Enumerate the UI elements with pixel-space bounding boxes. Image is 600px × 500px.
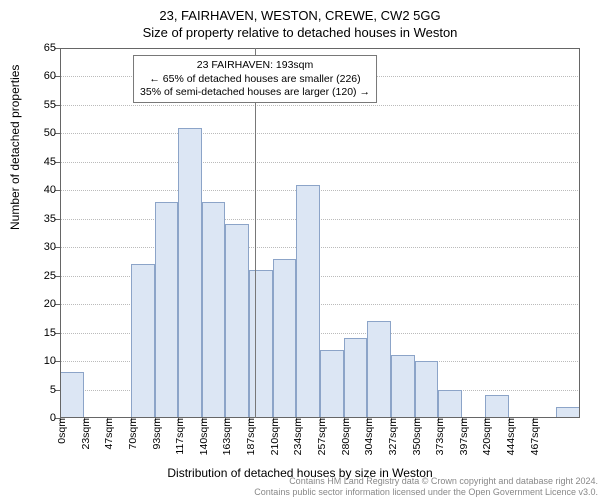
xtick-label: 420sqm bbox=[477, 418, 493, 455]
chart-container: 23, FAIRHAVEN, WESTON, CREWE, CW2 5GG Si… bbox=[0, 0, 600, 500]
chart-title-address: 23, FAIRHAVEN, WESTON, CREWE, CW2 5GG bbox=[0, 0, 600, 23]
xtick-label: 373sqm bbox=[430, 418, 446, 455]
xtick-label: 280sqm bbox=[336, 418, 352, 455]
ytick-label: 10 bbox=[26, 355, 60, 367]
ytick-label: 30 bbox=[26, 241, 60, 253]
xtick-label: 327sqm bbox=[383, 418, 399, 455]
callout-line-3: 35% of semi-detached houses are larger (… bbox=[140, 86, 370, 99]
xtick-label: 70sqm bbox=[123, 418, 139, 450]
xtick-label: 304sqm bbox=[359, 418, 375, 455]
marker-line bbox=[255, 48, 256, 418]
plot-area: 05101520253035404550556065 0sqm23sqm47sq… bbox=[60, 48, 580, 418]
xtick-label: 444sqm bbox=[501, 418, 517, 455]
ytick-label: 60 bbox=[26, 70, 60, 82]
ytick-label: 45 bbox=[26, 156, 60, 168]
chart-title-subtitle: Size of property relative to detached ho… bbox=[0, 23, 600, 40]
yaxis-title: Number of detached properties bbox=[8, 65, 22, 230]
ytick-label: 50 bbox=[26, 127, 60, 139]
marker-callout: 23 FAIRHAVEN: 193sqm ← 65% of detached h… bbox=[133, 55, 377, 102]
xtick-label: 350sqm bbox=[407, 418, 423, 455]
xtick-label: 47sqm bbox=[99, 418, 115, 450]
xtick-label: 117sqm bbox=[170, 418, 186, 455]
xtick-label: 23sqm bbox=[76, 418, 92, 450]
xtick-label: 397sqm bbox=[454, 418, 470, 455]
xtick-label: 467sqm bbox=[525, 418, 541, 455]
ytick-label: 65 bbox=[26, 42, 60, 54]
xtick-label: 0sqm bbox=[52, 418, 68, 444]
ytick-label: 5 bbox=[26, 384, 60, 396]
footer-line-1: Contains HM Land Registry data © Crown c… bbox=[0, 476, 598, 487]
ytick-label: 55 bbox=[26, 99, 60, 111]
xtick-label: 163sqm bbox=[217, 418, 233, 455]
chart-frame bbox=[60, 48, 580, 418]
callout-line-1: 23 FAIRHAVEN: 193sqm bbox=[140, 59, 370, 72]
xtick-label: 210sqm bbox=[265, 418, 281, 455]
callout-line-2: ← 65% of detached houses are smaller (22… bbox=[140, 73, 370, 86]
xtick-label: 93sqm bbox=[147, 418, 163, 450]
footer-line-2: Contains public sector information licen… bbox=[0, 487, 598, 498]
footer: Contains HM Land Registry data © Crown c… bbox=[0, 476, 600, 498]
ytick-label: 25 bbox=[26, 270, 60, 282]
xtick-label: 234sqm bbox=[288, 418, 304, 455]
ytick-label: 40 bbox=[26, 184, 60, 196]
xtick-label: 257sqm bbox=[312, 418, 328, 455]
xtick-label: 187sqm bbox=[241, 418, 257, 455]
ytick-label: 15 bbox=[26, 327, 60, 339]
xtick-label: 140sqm bbox=[194, 418, 210, 455]
ytick-label: 20 bbox=[26, 298, 60, 310]
ytick-label: 35 bbox=[26, 213, 60, 225]
